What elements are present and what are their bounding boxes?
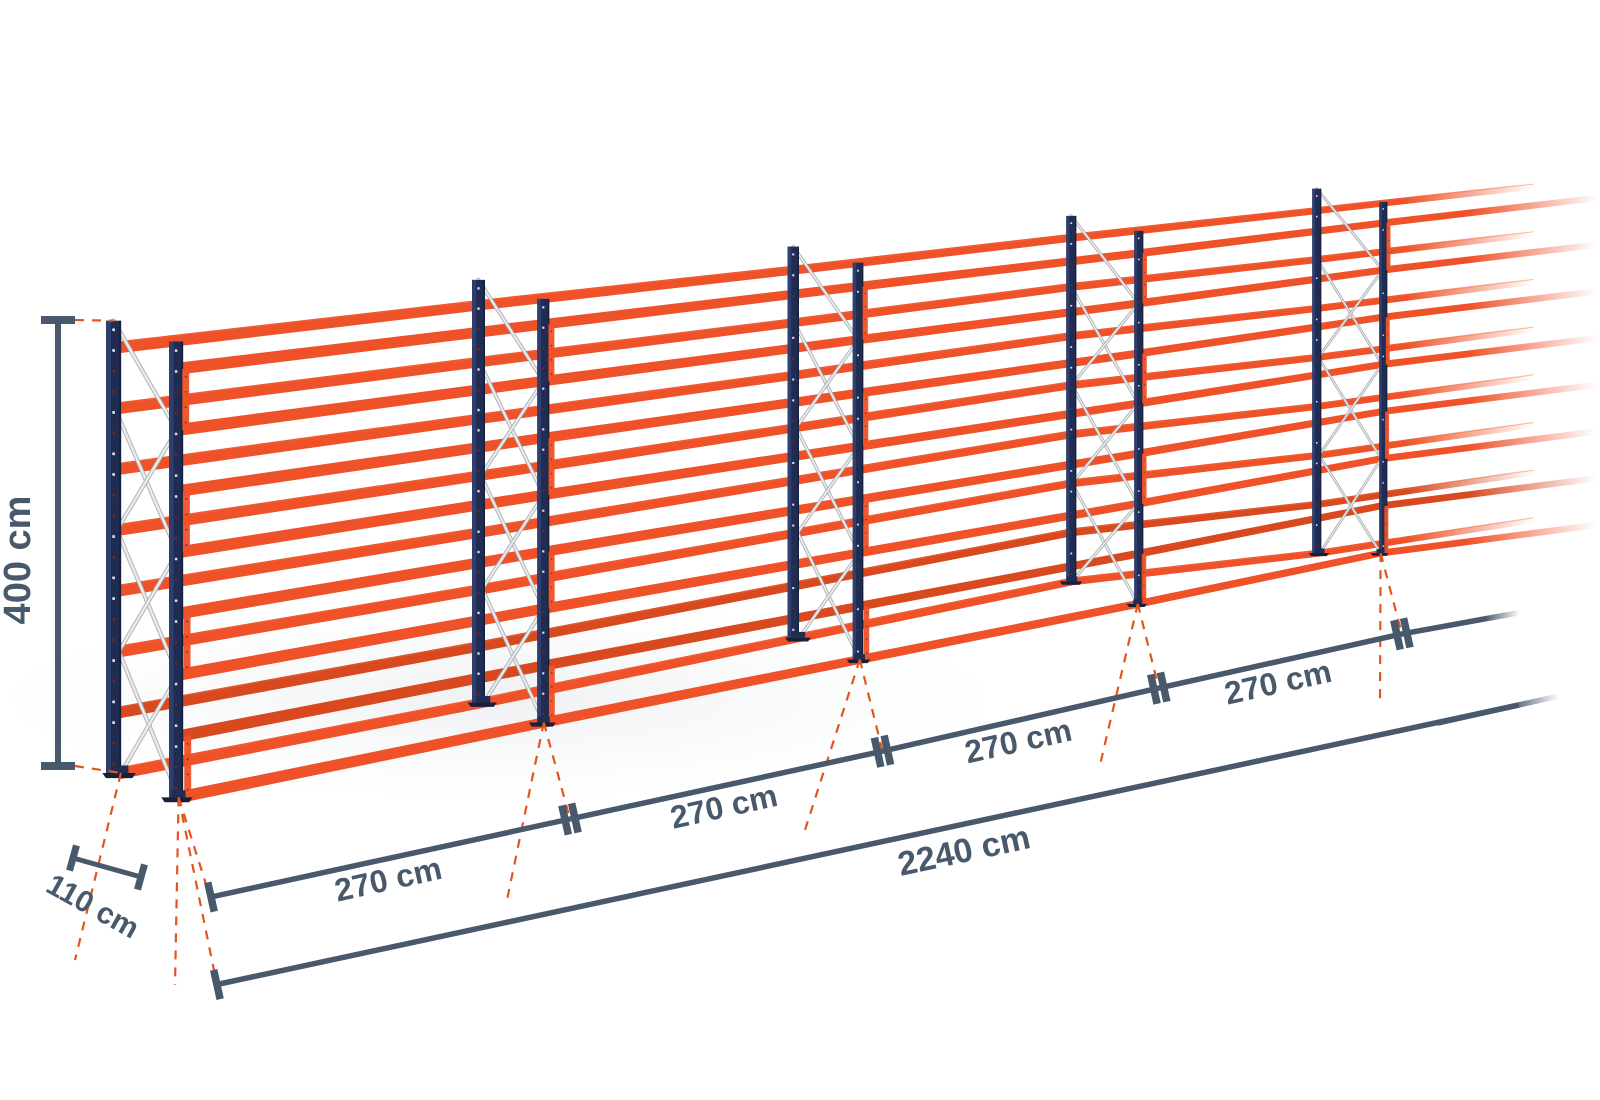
svg-text:400 cm: 400 cm bbox=[0, 496, 39, 625]
